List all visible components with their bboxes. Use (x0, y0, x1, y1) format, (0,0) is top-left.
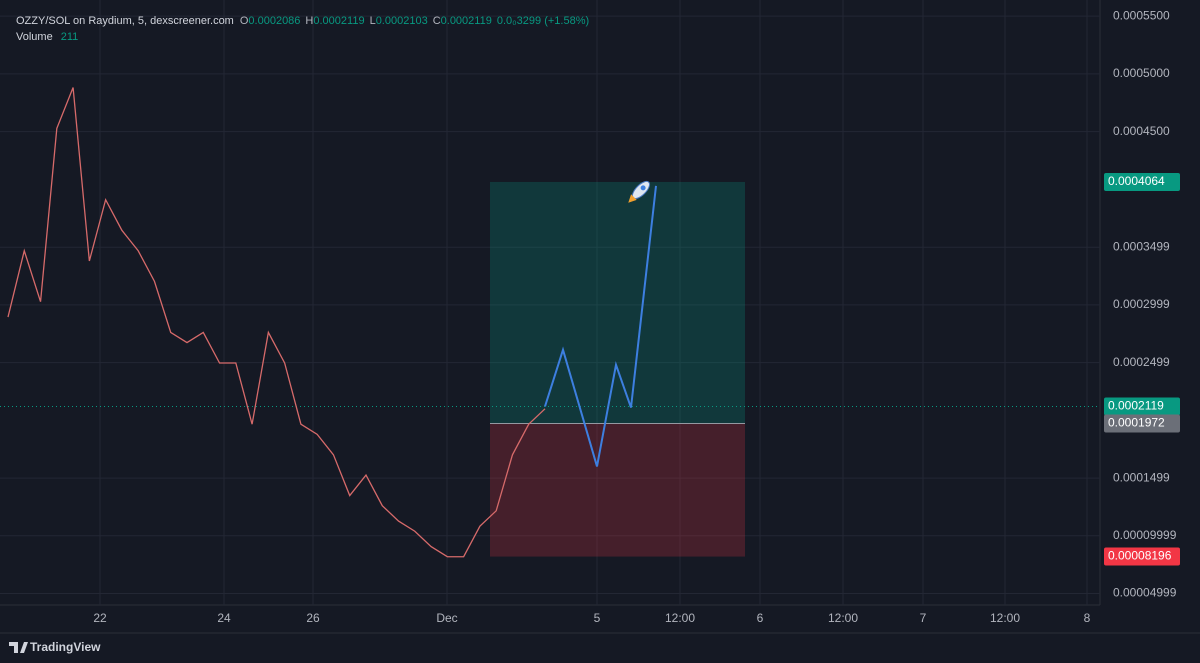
y-tick-label: 0.0002999 (1113, 297, 1170, 311)
x-tick-label: 6 (757, 611, 764, 625)
target-zone (490, 181, 745, 424)
price-label: 0.0004064 (1108, 174, 1165, 188)
y-tick-label: 0.0005000 (1113, 66, 1170, 80)
x-tick-label: 22 (93, 611, 107, 625)
x-tick-label: 8 (1084, 611, 1091, 625)
y-tick-label: 0.0004500 (1113, 124, 1170, 138)
price-label: 0.00008196 (1108, 549, 1172, 563)
x-tick-label: 12:00 (990, 611, 1020, 625)
volume-label: Volume (16, 31, 53, 43)
price-line (7, 87, 546, 558)
footer-brand: TradingView (30, 640, 101, 654)
y-tick-label: 0.0005500 (1113, 8, 1170, 22)
y-tick-label: 0.0003499 (1113, 239, 1170, 253)
symbol: OZZY/SOL on Raydium, 5, dexscreener.com (16, 15, 234, 27)
price-label-bg (1104, 397, 1180, 416)
price-label-bg (1104, 172, 1180, 191)
ohlc-key: H (305, 15, 313, 27)
y-tick-label: 0.0001499 (1113, 470, 1170, 484)
stop-zone (490, 423, 745, 557)
tv-logo (9, 642, 28, 653)
y-tick-label: 0.00009999 (1113, 528, 1177, 542)
volume-value: 211 (61, 31, 79, 43)
ohlc-value: 0.0002086 (248, 15, 300, 27)
y-tick-label: 0.0002499 (1113, 355, 1170, 369)
change: 0.0₀3299 (+1.58%) (497, 15, 589, 27)
ohlc-key: C (433, 15, 441, 27)
x-tick-label: 12:00 (665, 611, 695, 625)
rocket-window (640, 185, 646, 191)
forecast-drawing (544, 185, 657, 467)
ohlc-value: 0.0002103 (376, 15, 428, 27)
x-tick-label: Dec (436, 611, 457, 625)
volume-legend: Volume 211 (16, 31, 78, 43)
x-tick-label: 24 (217, 611, 231, 625)
price-label: 0.0002119 (1108, 399, 1164, 413)
x-tick-label: 12:00 (828, 611, 858, 625)
price-label-bg (1104, 547, 1180, 566)
x-tick-label: 7 (920, 611, 927, 625)
ohlc-value: 0.0002119 (441, 15, 492, 27)
x-tick-label: 26 (306, 611, 320, 625)
ohlc-value: 0.0002119 (313, 15, 364, 27)
legend-header: OZZY/SOL on Raydium, 5, dexscreener.com O… (16, 15, 589, 27)
ohlc-key: L (370, 15, 376, 27)
price-label: 0.0001972 (1108, 416, 1165, 430)
y-tick-label: 0.00004999 (1113, 586, 1177, 600)
x-tick-label: 5 (594, 611, 601, 625)
price-label-bg (1104, 414, 1180, 433)
ohlc-key: O (240, 15, 249, 27)
